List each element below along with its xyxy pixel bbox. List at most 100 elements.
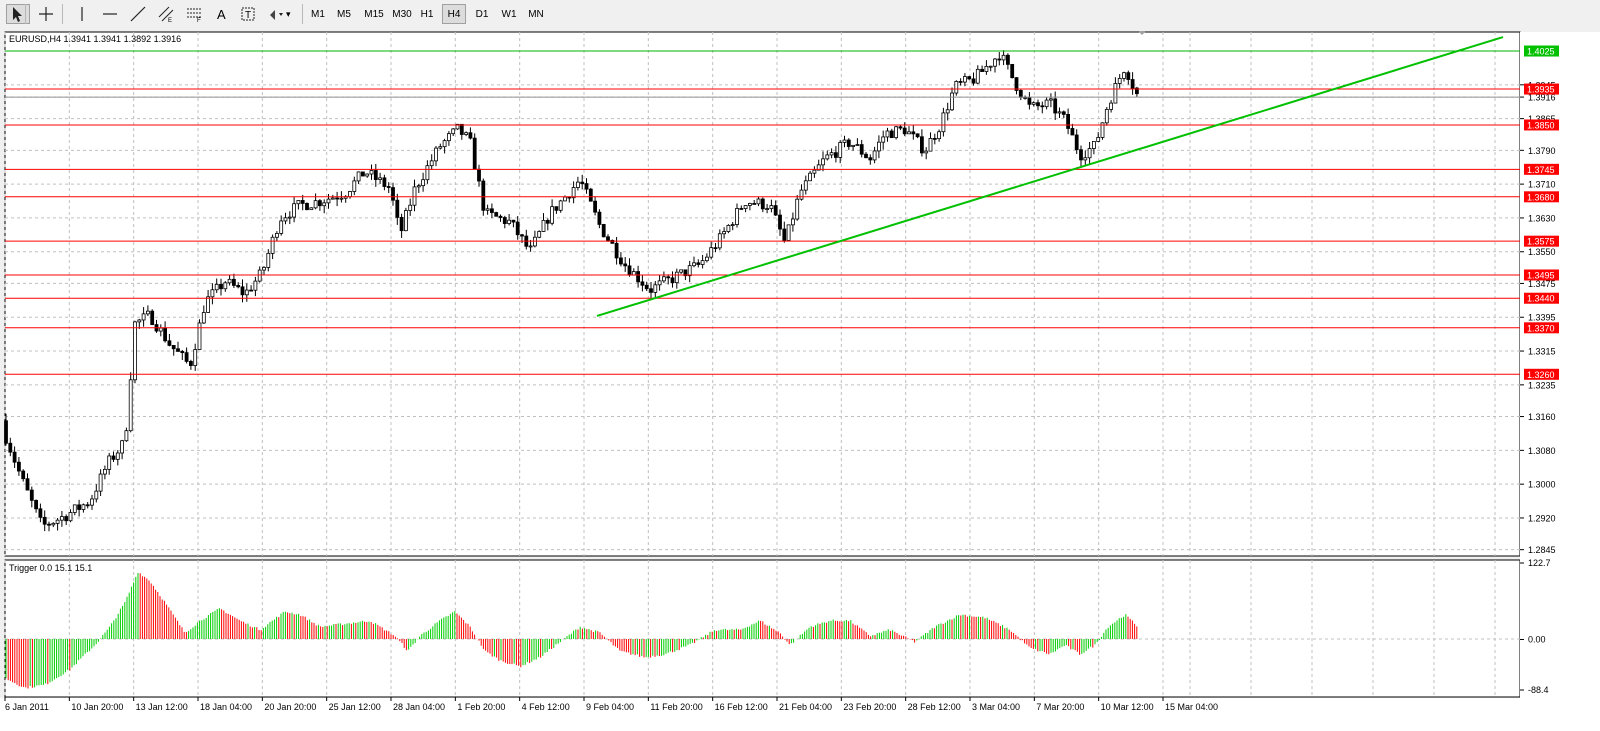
price-tick-label: 1.3235	[1528, 380, 1556, 390]
fibonacci-retracement-tool-button[interactable]: F	[182, 4, 206, 24]
time-axis-label: 20 Jan 20:00	[264, 702, 316, 712]
candle-body	[360, 171, 365, 177]
candle-body	[791, 218, 795, 226]
timeframe-w1-button[interactable]: W1	[501, 8, 517, 20]
candle-body	[558, 200, 563, 211]
toolbar-separator	[25, 4, 26, 24]
timeframe-m15-button[interactable]: M15	[364, 8, 384, 20]
horizontal-line-tool-button[interactable]	[98, 4, 122, 24]
candle-body	[133, 321, 137, 381]
candle-body	[687, 265, 692, 277]
time-axis-label: 25 Jan 12:00	[329, 702, 381, 712]
candle-body	[971, 78, 976, 84]
price-tick-label: 1.3710	[1528, 180, 1556, 190]
chart-shift-marker[interactable]	[1138, 31, 1146, 35]
vertical-line-icon	[81, 7, 83, 21]
candle-body	[322, 202, 327, 207]
trendline-tool-button[interactable]	[126, 4, 150, 24]
price-tick-label: 1.3865	[1528, 114, 1556, 124]
candle-body	[1014, 77, 1019, 91]
svg-text:E: E	[168, 18, 172, 23]
trendline[interactable]	[596, 36, 1504, 317]
arrow-marker-icon	[270, 10, 283, 20]
cursor-tool-button[interactable]	[6, 4, 30, 24]
main-price-pane[interactable]	[4, 31, 1521, 557]
text-tool-button[interactable]: A	[210, 4, 234, 24]
candle-body	[907, 131, 911, 135]
candle-body	[274, 233, 279, 238]
candle-body	[851, 144, 855, 147]
candle-body	[1092, 141, 1096, 149]
candle-body	[1117, 77, 1122, 84]
arrows-tool-button[interactable]	[264, 4, 288, 24]
candle-body	[627, 265, 632, 276]
candle-body	[438, 146, 443, 149]
candle-body	[326, 198, 331, 204]
candle-body	[674, 271, 679, 284]
candle-body	[812, 169, 817, 174]
timeframe-m1-button[interactable]: M1	[311, 8, 325, 20]
chevron-down-icon[interactable]: ▾	[286, 9, 291, 19]
candle-body	[425, 165, 430, 181]
timeframe-h4-button[interactable]: H4	[442, 4, 466, 24]
candle-body	[352, 180, 357, 192]
candle-body	[1083, 157, 1088, 161]
candle-body	[120, 440, 124, 454]
time-axis-label: 18 Jan 04:00	[200, 702, 252, 712]
candle-body	[12, 451, 17, 463]
candle-body	[623, 263, 628, 267]
candle-body	[4, 420, 8, 444]
cursor-arrow-icon	[13, 7, 22, 22]
timeframe-d1-button[interactable]: D1	[475, 8, 489, 20]
candle-body	[915, 133, 920, 138]
candle-body	[545, 219, 550, 224]
timeframe-m5-button[interactable]: M5	[337, 8, 351, 20]
candle-body	[305, 203, 309, 211]
price-tick-label: 1.3475	[1528, 279, 1556, 289]
horizontal-line-icon	[103, 13, 117, 15]
candle-body	[1066, 113, 1070, 129]
candle-body	[253, 280, 258, 291]
timeframe-mn-button[interactable]: MN	[528, 8, 544, 20]
candle-body	[489, 208, 494, 213]
candle-body	[993, 58, 997, 67]
chart-symbol-header: EURUSD,H4 1.3941 1.3941 1.3892 1.3916	[9, 34, 181, 44]
candle-body	[563, 196, 567, 202]
chart-area[interactable]: 1.39451.39161.38651.37901.37101.36301.35…	[0, 28, 1600, 731]
candle-body	[459, 123, 464, 135]
price-level-label: 1.3935	[1527, 85, 1555, 95]
candle-body	[446, 133, 451, 142]
candle-body	[231, 278, 236, 286]
price-level-label-bg	[1524, 163, 1559, 175]
price-level-label-bg	[1524, 119, 1559, 131]
candle-body	[614, 242, 619, 259]
text-label-tool-button[interactable]: T	[236, 4, 260, 24]
timeframe-m30-button[interactable]: M30	[392, 8, 412, 20]
price-tick-label: 1.2920	[1528, 513, 1556, 523]
price-axis-pane	[1520, 32, 1600, 698]
svg-text:A: A	[217, 7, 226, 22]
candle-body	[309, 207, 314, 211]
candle-body	[958, 81, 963, 83]
time-axis-label: 11 Feb 20:00	[650, 702, 702, 712]
candle-body	[210, 289, 215, 298]
price-tick-label: 1.3395	[1528, 313, 1556, 323]
candle-body	[176, 348, 180, 352]
candle-body	[477, 168, 481, 182]
crosshair-tool-button[interactable]	[34, 4, 58, 24]
candle-body	[1100, 122, 1105, 138]
equidistant-channel-tool-button[interactable]: E	[154, 4, 178, 24]
time-axis-label: 10 Mar 12:00	[1101, 702, 1154, 712]
candle-body	[932, 137, 937, 140]
price-level-label: 1.3260	[1527, 370, 1555, 380]
timeframe-h1-button[interactable]: H1	[420, 8, 434, 20]
vertical-line-tool-button[interactable]	[70, 4, 94, 24]
price-level-label-bg	[1524, 83, 1559, 95]
candle-body	[1104, 108, 1109, 124]
chart-toolbar: E F A T ▾ M1 M5 M15 M30 H1 H4 D1 W1 MN	[0, 0, 1600, 29]
candle-body	[571, 187, 576, 199]
candle-body	[515, 221, 520, 236]
indicator-tick-label: 122.7	[1528, 558, 1551, 568]
candle-body	[834, 152, 838, 158]
candle-body	[696, 262, 701, 265]
